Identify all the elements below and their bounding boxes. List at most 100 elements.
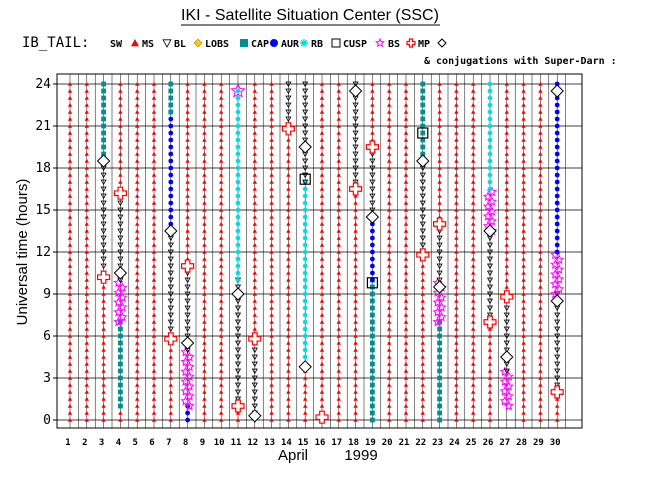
mark-sw (269, 235, 274, 240)
mark-sw (336, 354, 341, 359)
mark-ms (251, 347, 258, 354)
mark-sw (202, 172, 207, 177)
mark-sw (269, 207, 274, 212)
mark-sw (403, 361, 409, 366)
mark-sw (84, 88, 89, 93)
mark-sw (353, 298, 358, 303)
mark-ms (369, 158, 376, 165)
mark-sw (420, 263, 425, 268)
mark-sw (336, 249, 341, 254)
mark-lobs (437, 396, 442, 402)
mark-sw (219, 130, 224, 135)
mark-aur (302, 270, 308, 276)
crossing-mp-day-3 (96, 154, 111, 168)
mark-sw (202, 361, 207, 366)
mark-ms (184, 312, 191, 319)
mark-sw (555, 403, 560, 408)
mark-sw (504, 88, 509, 93)
mark-sw (202, 144, 207, 149)
mark-sw (252, 228, 257, 233)
mark-sw (67, 382, 73, 387)
mark-ms (100, 263, 107, 270)
region-sw-day-20 (387, 81, 392, 422)
mark-aur (235, 109, 241, 115)
mark-aur (487, 130, 493, 136)
mark-aur (302, 207, 308, 213)
mark-lobs (420, 137, 426, 143)
mark-sw (353, 410, 358, 415)
mark-sw (487, 375, 493, 380)
mark-sw (521, 333, 526, 338)
mark-lobs (420, 88, 426, 94)
mark-aur (235, 186, 241, 192)
mark-sw (202, 340, 207, 345)
mark-sw (118, 151, 123, 156)
mark-sw (403, 312, 409, 317)
mark-sw (387, 256, 392, 261)
mark-sw (471, 319, 476, 324)
mark-sw (269, 284, 274, 289)
mark-sw (454, 228, 459, 233)
region-aur-day-11 (235, 88, 241, 283)
mark-sw (252, 130, 257, 135)
mark-cap (168, 151, 174, 157)
mark-sw (521, 193, 526, 198)
mark-sw (118, 95, 123, 100)
mark-aur (235, 144, 241, 150)
mark-sw (135, 326, 140, 331)
mark-sw (538, 410, 543, 415)
mark-sw (219, 256, 224, 261)
mark-sw (538, 354, 543, 359)
mark-lobs (437, 326, 442, 332)
mark-sw (319, 172, 325, 177)
mark-sw (403, 396, 409, 401)
mark-cusp (184, 351, 195, 362)
mark-sw (135, 270, 140, 275)
mark-sw (84, 291, 89, 296)
mark-cusp (117, 282, 128, 293)
mark-sw (471, 389, 476, 394)
mark-lobs (370, 312, 375, 318)
mark-sw (202, 396, 207, 401)
mark-sw (403, 403, 409, 408)
mark-sw (387, 81, 392, 86)
mark-sw (437, 172, 442, 177)
mark-sw (185, 200, 190, 205)
mark-aur (487, 95, 493, 101)
mark-cusp (117, 311, 128, 322)
mark-sw (67, 228, 73, 233)
mark-sw (84, 95, 89, 100)
crossing-bs-day-3 (97, 270, 111, 284)
mark-sw (135, 291, 140, 296)
mark-lobs (118, 361, 123, 367)
mark-sw (387, 354, 392, 359)
mark-ms (184, 319, 191, 326)
mark-lobs (370, 284, 375, 290)
mark-cusp (503, 400, 515, 411)
mark-sw (538, 298, 543, 303)
mark-sw (538, 165, 543, 170)
mark-cusp (553, 254, 565, 265)
mark-sw (101, 354, 106, 359)
mark-sw (151, 207, 157, 212)
region-sw-day-16 (319, 81, 325, 422)
mark-sw (336, 333, 341, 338)
mark-sw (504, 228, 509, 233)
mark-sw (353, 361, 358, 366)
mark-sw (135, 151, 140, 156)
mark-sw (336, 109, 341, 114)
x-tick-label: 13 (264, 438, 275, 448)
mark-sw (521, 235, 526, 240)
mark-sw (487, 403, 493, 408)
x-tick-label: 4 (116, 438, 122, 448)
mark-sw (135, 319, 140, 324)
mark-ms (184, 298, 191, 305)
mark-sw (286, 347, 291, 352)
mark-sw (437, 186, 442, 191)
mark-sw (135, 403, 140, 408)
mark-sw (185, 193, 190, 198)
mark-sw (286, 200, 291, 205)
mark-ms (486, 305, 494, 312)
crossing-mp-day-26 (483, 224, 497, 238)
mark-sw (336, 214, 341, 219)
